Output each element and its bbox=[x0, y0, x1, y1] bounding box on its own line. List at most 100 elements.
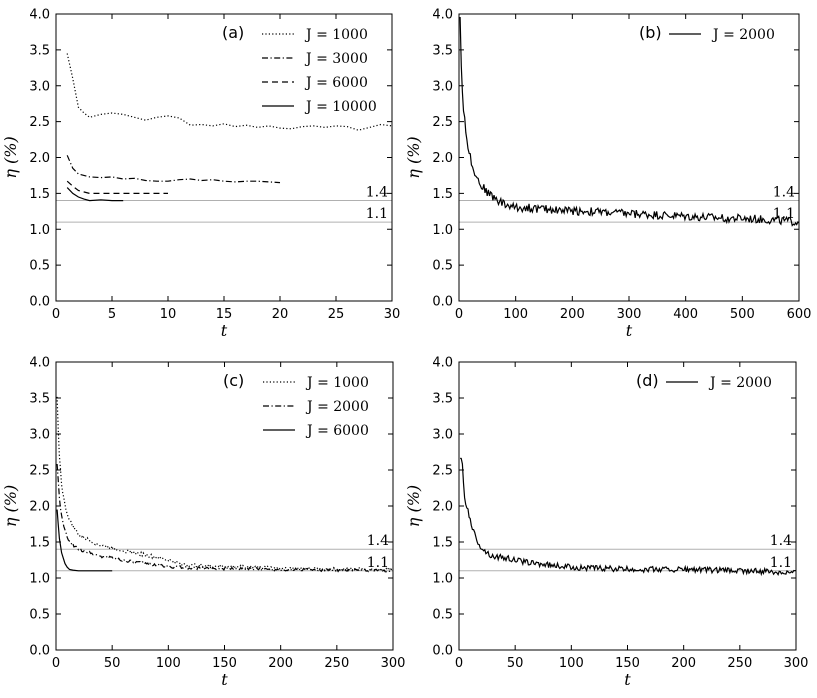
y-tick-label: 4.0 bbox=[432, 356, 453, 371]
panel-c: 1.4 1.1 0.0 0.5 1.0 1.5 2.0 2.5 3.0 3.5 4.0 0 50 100 1… bbox=[1, 356, 405, 690]
legend-entry: J = 2000 bbox=[708, 375, 772, 391]
panel-label: (a) bbox=[222, 23, 244, 42]
panel-b: 1.41.10.00.51.01.52.02.53.03.54.00 100 200… bbox=[404, 8, 811, 341]
legend-entry: J = 1000 bbox=[305, 375, 369, 391]
x-tick-label: 50 bbox=[104, 656, 121, 671]
y-tick-label: 1.5 bbox=[432, 187, 453, 202]
plot-frame bbox=[458, 13, 800, 302]
x-tick-label: 15 bbox=[216, 307, 233, 322]
x-tick-label: 20 bbox=[272, 307, 289, 322]
y-tick-label: 2.0 bbox=[432, 500, 453, 515]
plot-frame bbox=[458, 361, 797, 651]
reference-label-1.4: 1.4 bbox=[773, 185, 795, 201]
x-tick-label: 100 bbox=[503, 307, 528, 322]
x-tick-label: 250 bbox=[324, 656, 349, 671]
x-tick-label: 5 bbox=[108, 307, 116, 322]
reference-label-1.4: 1.4 bbox=[366, 185, 388, 201]
y-tick-label: 1.0 bbox=[432, 572, 453, 587]
x-tick-label: 200 bbox=[268, 656, 293, 671]
y-tick-label: 3.0 bbox=[29, 79, 50, 94]
panel-label: (c) bbox=[223, 371, 244, 390]
series-line-J=6000 bbox=[56, 509, 113, 572]
x-tick-label: 500 bbox=[730, 307, 755, 322]
y-tick-label: 0.0 bbox=[432, 644, 453, 659]
y-tick-label: 3.5 bbox=[29, 43, 50, 58]
x-tick-label: 400 bbox=[673, 307, 698, 322]
x-tick-label: 150 bbox=[615, 656, 640, 671]
y-tick-label: 1.5 bbox=[432, 536, 453, 551]
x-tick-label: 300 bbox=[381, 656, 406, 671]
x-tick-label: 300 bbox=[617, 307, 642, 322]
y-tick-label: 0.5 bbox=[432, 608, 453, 623]
x-tick-label: 200 bbox=[671, 656, 696, 671]
x-tick-label: 0 bbox=[52, 656, 60, 671]
y-tick-label: 0.0 bbox=[432, 295, 453, 310]
y-tick-label: 3.0 bbox=[29, 428, 50, 443]
series-line-J=2000 bbox=[460, 457, 797, 577]
y-tick-label: 3.5 bbox=[432, 392, 453, 407]
y-axis-label: η (%) bbox=[1, 136, 20, 178]
y-tick-label: 1.0 bbox=[432, 223, 453, 238]
legend-entry: J = 3000 bbox=[304, 51, 368, 67]
y-tick-label: 3.5 bbox=[29, 392, 50, 407]
panel-label: (b) bbox=[639, 23, 662, 42]
y-tick-label: 0.5 bbox=[432, 259, 453, 274]
y-tick-label: 2.5 bbox=[29, 115, 50, 130]
x-axis-label: t bbox=[624, 670, 631, 689]
y-tick-label: 0.0 bbox=[29, 644, 50, 659]
x-tick-label: 600 bbox=[787, 307, 812, 322]
legend-entry: J = 2000 bbox=[711, 27, 775, 43]
y-tick-label: 4.0 bbox=[29, 356, 50, 371]
legend-entry: J = 2000 bbox=[305, 399, 369, 415]
legend-entry: J = 1000 bbox=[304, 27, 368, 43]
y-tick-label: 1.0 bbox=[29, 572, 50, 587]
x-tick-label: 200 bbox=[560, 307, 585, 322]
series-line-J=2000 bbox=[56, 463, 393, 573]
reference-label-1.1: 1.1 bbox=[770, 555, 792, 571]
y-tick-label: 3.5 bbox=[432, 43, 453, 58]
y-tick-label: 2.5 bbox=[432, 464, 453, 479]
y-tick-label: 1.5 bbox=[29, 187, 50, 202]
x-tick-label: 0 bbox=[455, 307, 463, 322]
x-axis-label: t bbox=[221, 670, 228, 689]
x-tick-label: 100 bbox=[559, 656, 584, 671]
panel-a: 1.4 1.1 0.0 0.5 1.0 1.5 2.0 2.5 3.0 3.5 4.0 0 5 10 15 2… bbox=[1, 8, 400, 341]
reference-label-1.1: 1.1 bbox=[366, 206, 388, 222]
x-tick-label: 250 bbox=[727, 656, 752, 671]
x-tick-label: 0 bbox=[455, 656, 463, 671]
panel-d: 1.4 1.1 0.0 0.5 1.0 1.5 2.0 2.5 3.0 3.5 4.0 0 50 100 1… bbox=[404, 356, 808, 690]
legend-entry: J = 6000 bbox=[304, 75, 368, 91]
x-tick-label: 25 bbox=[328, 307, 345, 322]
series-line-J=6000 bbox=[66, 180, 168, 194]
x-tick-label: 0 bbox=[52, 307, 60, 322]
y-axis-label: η (%) bbox=[404, 136, 423, 178]
x-tick-label: 150 bbox=[212, 656, 237, 671]
y-tick-label: 0.0 bbox=[29, 295, 50, 310]
y-tick-label: 3.0 bbox=[432, 79, 453, 94]
reference-label-1.4: 1.4 bbox=[770, 533, 792, 549]
y-axis-label: η (%) bbox=[1, 485, 20, 527]
x-tick-label: 30 bbox=[384, 307, 401, 322]
legend-entry: J = 10000 bbox=[304, 99, 377, 115]
x-tick-label: 10 bbox=[160, 307, 177, 322]
series-line-J=1000 bbox=[66, 53, 393, 131]
x-tick-label: 100 bbox=[156, 656, 181, 671]
y-axis-label: η (%) bbox=[404, 485, 423, 527]
x-axis-label: t bbox=[626, 321, 633, 340]
y-tick-label: 4.0 bbox=[432, 8, 453, 23]
series-line-J=3000 bbox=[66, 155, 281, 184]
y-tick-label: 3.0 bbox=[432, 428, 453, 443]
y-tick-label: 2.0 bbox=[432, 151, 453, 166]
panel-label: (d) bbox=[636, 371, 659, 390]
x-axis-label: t bbox=[221, 321, 228, 340]
y-tick-label: 1.5 bbox=[29, 536, 50, 551]
x-tick-label: 300 bbox=[784, 656, 809, 671]
y-tick-label: 2.0 bbox=[29, 500, 50, 515]
y-tick-label: 2.0 bbox=[29, 151, 50, 166]
y-tick-label: 2.5 bbox=[432, 115, 453, 130]
y-tick-label: 0.5 bbox=[29, 259, 50, 274]
x-tick-label: 50 bbox=[507, 656, 524, 671]
legend-entry: J = 6000 bbox=[305, 423, 369, 439]
y-tick-label: 2.5 bbox=[29, 464, 50, 479]
